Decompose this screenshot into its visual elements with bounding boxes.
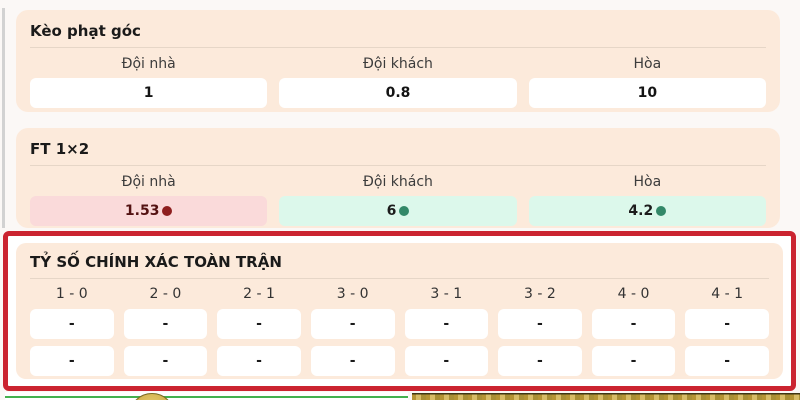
- away-team-header: Đội khách: [363, 56, 433, 72]
- score-header-2-0: 2 - 0: [149, 286, 182, 302]
- corner-away-odds-cell[interactable]: 0.8: [279, 78, 517, 108]
- ft-1x2-values: 1.53 6 4.2: [30, 196, 766, 226]
- ft-home-odds-value: 1.53: [124, 203, 160, 219]
- score-odds-cell[interactable]: -: [217, 309, 301, 339]
- ft-1x2-headers: Đội nhà Đội khách Hòa: [30, 174, 766, 190]
- score-column-headers: 1 - 0 2 - 0 2 - 1 3 - 0 3 - 1 3 - 2 4 - …: [30, 286, 769, 302]
- score-header-3-2: 3 - 2: [524, 286, 556, 302]
- corner-odds-headers: Đội nhà Đội khách Hòa: [30, 56, 766, 72]
- correct-score-card: TỶ SỐ CHÍNH XÁC TOÀN TRẬN 1 - 0 2 - 0 2 …: [16, 243, 783, 379]
- correct-score-highlight-border: TỶ SỐ CHÍNH XÁC TOÀN TRẬN 1 - 0 2 - 0 2 …: [3, 231, 796, 391]
- score-odds-cell[interactable]: -: [30, 346, 114, 376]
- score-odds-cell[interactable]: -: [30, 309, 114, 339]
- corner-draw-odds-value: 10: [637, 85, 658, 101]
- odds-up-dot-icon: [656, 206, 667, 216]
- gold-banner-bar: [412, 393, 800, 400]
- ft-away-odds-cell[interactable]: 6: [279, 196, 517, 226]
- score-odds-cell[interactable]: -: [685, 309, 769, 339]
- home-team-header: Đội nhà: [121, 174, 176, 190]
- draw-header: Hòa: [633, 56, 662, 72]
- score-odds-cell[interactable]: -: [123, 309, 208, 339]
- corner-odds-values: 1 0.8 10: [30, 78, 766, 108]
- bottom-banner-strip: [0, 392, 800, 400]
- home-team-header: Đội nhà: [121, 56, 176, 72]
- score-header-4-1: 4 - 1: [711, 286, 744, 302]
- score-odds-cell[interactable]: -: [123, 346, 208, 376]
- score-odds-cell[interactable]: -: [310, 346, 395, 376]
- correct-score-title: TỶ SỐ CHÍNH XÁC TOÀN TRẬN: [30, 253, 769, 279]
- score-odds-cell[interactable]: -: [498, 309, 582, 339]
- corner-home-odds-value: 1: [143, 85, 154, 101]
- ft-away-odds-value: 6: [386, 203, 397, 219]
- score-odds-row-1: - - - - - - - -: [30, 309, 769, 339]
- ft-home-odds-cell[interactable]: 1.53: [30, 196, 268, 226]
- corner-away-odds-value: 0.8: [385, 85, 411, 101]
- score-odds-cell[interactable]: -: [591, 309, 676, 339]
- corner-home-odds-cell[interactable]: 1: [30, 78, 268, 108]
- away-team-header: Đội khách: [363, 174, 433, 190]
- score-header-2-1: 2 - 1: [243, 286, 275, 302]
- odds-up-dot-icon: [399, 206, 410, 216]
- score-header-1-0: 1 - 0: [55, 286, 88, 302]
- corner-odds-title: Kèo phạt góc: [30, 22, 766, 48]
- score-odds-cell[interactable]: -: [310, 309, 395, 339]
- score-odds-cell[interactable]: -: [217, 346, 301, 376]
- odds-down-dot-icon: [162, 206, 173, 216]
- ft-1x2-title: FT 1×2: [30, 140, 766, 166]
- ft-draw-odds-value: 4.2: [628, 203, 654, 219]
- green-divider-line: [5, 396, 408, 398]
- bottom-banner-left-panel: [5, 392, 408, 400]
- ft-1x2-card: FT 1×2 Đội nhà Đội khách Hòa 1.53 6 4.2: [16, 128, 780, 228]
- score-header-3-1: 3 - 1: [430, 286, 463, 302]
- page-left-edge-strip: [2, 8, 5, 228]
- draw-header: Hòa: [633, 174, 662, 190]
- score-odds-cell[interactable]: -: [498, 346, 582, 376]
- score-odds-row-2: - - - - - - - -: [30, 346, 769, 376]
- score-odds-cell[interactable]: -: [591, 346, 676, 376]
- corner-odds-card: Kèo phạt góc Đội nhà Đội khách Hòa 1 0.8…: [16, 10, 780, 112]
- ft-draw-odds-cell[interactable]: 4.2: [528, 196, 766, 226]
- corner-draw-odds-cell[interactable]: 10: [528, 78, 766, 108]
- score-header-4-0: 4 - 0: [617, 286, 650, 302]
- score-header-3-0: 3 - 0: [336, 286, 369, 302]
- score-odds-cell[interactable]: -: [404, 309, 489, 339]
- score-odds-cell[interactable]: -: [404, 346, 489, 376]
- score-odds-cell[interactable]: -: [685, 346, 769, 376]
